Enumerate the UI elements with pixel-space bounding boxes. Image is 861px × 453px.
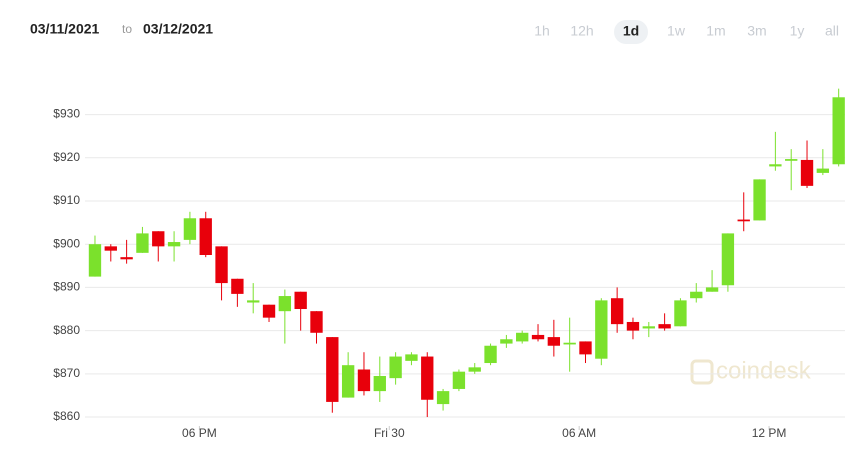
y-tick-label: $900 [53,236,80,250]
candle-body [104,246,117,251]
candle-body [737,219,750,222]
range-button[interactable]: all [825,23,839,39]
y-tick-label: $890 [53,280,80,294]
candle-body [753,179,766,221]
candle-body [88,244,102,277]
candle-body [120,257,133,260]
candle-body [531,334,545,340]
watermark-icon [690,359,714,385]
candle-body [468,367,481,372]
candle-body [816,168,830,173]
candle-body [215,246,228,284]
candle-body [247,300,260,303]
candle-body [421,356,434,400]
candle-body [231,278,244,294]
y-tick-label: $860 [53,409,80,423]
candle-body [642,326,655,329]
watermark: coindesk [690,357,812,385]
candle-body [199,218,212,255]
candle-body [183,218,197,240]
candle-body [563,342,576,345]
candle-body [658,324,671,329]
candle-body [500,339,513,344]
x-tick-label: 12 PM [752,426,787,440]
date-to[interactable]: 03/12/2021 [143,21,213,37]
candle-body [294,291,307,310]
date-separator: to [122,22,132,36]
range-button[interactable]: 1w [667,23,686,39]
y-tick-label: $930 [53,107,80,121]
candle-body [484,345,497,364]
candle-body [341,365,355,398]
range-button[interactable]: 1h [534,23,550,39]
candle-body [310,311,323,333]
candle-body [373,375,386,392]
candle-body [516,332,529,342]
candle-body [326,337,339,402]
candle-body [785,159,798,161]
candle-body [452,371,466,389]
candle-body [152,231,165,247]
y-tick-label: $880 [53,323,80,337]
candle-body [262,304,276,318]
x-tick-label: 06 AM [562,426,596,440]
candle-body [705,287,719,292]
y-tick-label: $870 [53,366,80,380]
candle-body [278,296,292,312]
candle-body [626,321,640,331]
watermark-text: coindesk [716,357,812,384]
candle-body [674,300,687,327]
candle-body [610,298,624,325]
range-button[interactable]: 1y [790,23,805,39]
range-button[interactable]: 3m [747,23,766,39]
candle-body [357,369,371,392]
x-tick-label: Fri 30 [374,426,405,440]
range-button[interactable]: 12h [570,23,593,39]
candle-body [405,354,418,361]
candle-body [389,356,402,379]
candle-body [167,242,181,247]
range-selected-bg [614,20,648,44]
candle-body [769,164,782,167]
candle-body [690,291,703,299]
date-from[interactable]: 03/11/2021 [30,21,100,37]
candle-body [436,391,450,405]
candle-body [832,97,845,165]
candle-body [547,337,561,346]
x-tick-label: 06 PM [182,426,217,440]
y-tick-label: $920 [53,150,80,164]
candle-body [721,233,735,286]
y-tick-label: $910 [53,193,80,207]
candle-body [579,341,592,355]
candle-body [136,233,149,253]
candle-body [595,300,608,359]
candle-body [800,159,814,186]
range-button[interactable]: 1d [623,23,639,39]
range-button[interactable]: 1m [706,23,725,39]
